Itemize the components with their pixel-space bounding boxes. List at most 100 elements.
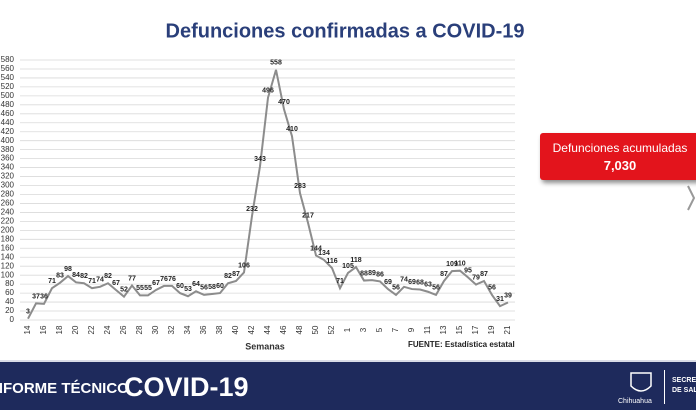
x-tick-label: 48 <box>295 325 304 334</box>
data-line <box>27 69 509 320</box>
data-label: 71 <box>48 278 56 285</box>
x-tick-label: 21 <box>503 325 512 334</box>
data-label: 56 <box>392 285 400 292</box>
y-tick-label: 460 <box>1 109 15 118</box>
data-label: 37 <box>32 293 40 300</box>
data-label: 410 <box>286 126 298 133</box>
data-label: 79 <box>472 274 480 281</box>
x-tick-label: 30 <box>151 325 160 334</box>
data-label: 36 <box>40 294 48 301</box>
data-label: 232 <box>246 206 258 213</box>
data-label: 106 <box>238 262 250 269</box>
y-tick-label: 520 <box>1 82 15 91</box>
summary-label: Defunciones acumuladas <box>552 141 688 155</box>
y-tick-label: 140 <box>1 252 15 261</box>
data-label: 95 <box>464 267 472 274</box>
y-tick-label: 160 <box>1 243 15 252</box>
x-tick-label: 32 <box>167 325 176 334</box>
summary-value: 7,030 <box>603 158 637 173</box>
x-tick-label: 44 <box>263 325 272 334</box>
report-label: INFORME TÉCNICO <box>0 380 129 397</box>
data-label: 63 <box>424 282 432 289</box>
x-tick-label: 1 <box>343 327 352 332</box>
separator <box>664 370 665 404</box>
data-label: 558 <box>270 60 282 67</box>
data-label: 69 <box>384 279 392 286</box>
x-tick-label: 20 <box>71 325 80 334</box>
y-tick-label: 480 <box>1 100 15 109</box>
data-label: 53 <box>184 286 192 293</box>
source: FUENTE: Estadística estatal <box>408 340 515 349</box>
y-tick-label: 60 <box>5 288 14 297</box>
y-tick-label: 400 <box>1 136 15 145</box>
data-label: 60 <box>216 283 224 290</box>
x-tick-label: 18 <box>55 325 64 334</box>
x-tick-label: 52 <box>327 325 336 334</box>
x-tick-label: 42 <box>247 325 256 334</box>
x-tick-label: 17 <box>471 325 480 334</box>
data-label: 109 <box>446 261 458 268</box>
chart-title: Defunciones confirmadas a COVID-19 <box>166 20 525 42</box>
data-label: 68 <box>416 279 424 286</box>
data-label: 217 <box>302 213 314 220</box>
x-tick-label: 28 <box>135 325 144 334</box>
y-tick-label: 380 <box>1 145 15 154</box>
data-label: 3 <box>26 308 30 315</box>
y-tick-label: 40 <box>5 297 14 306</box>
x-axis-label: Semanas <box>245 341 285 351</box>
data-label: 55 <box>136 285 144 292</box>
next-arrow[interactable] <box>687 185 696 211</box>
data-label: 87 <box>232 271 240 278</box>
x-tick-label: 26 <box>119 325 128 334</box>
y-tick-label: 0 <box>10 315 15 324</box>
data-label: 89 <box>368 270 376 277</box>
data-label: 82 <box>224 273 232 280</box>
x-tick-label: 9 <box>407 327 416 332</box>
y-tick-label: 80 <box>5 279 14 288</box>
x-tick-label: 7 <box>391 327 400 332</box>
topic-label: COVID-19 <box>124 372 249 402</box>
data-label: 60 <box>176 283 184 290</box>
x-tick-label: 22 <box>87 325 96 334</box>
y-tick-label: 560 <box>1 64 15 73</box>
y-tick-label: 120 <box>1 261 15 270</box>
data-label: 31 <box>496 296 504 303</box>
data-label: 84 <box>72 272 80 279</box>
x-tick-label: 14 <box>23 325 32 334</box>
y-tick-label: 220 <box>1 216 15 225</box>
data-label: 134 <box>318 250 330 257</box>
data-label: 76 <box>160 276 168 283</box>
y-tick-label: 260 <box>1 199 15 208</box>
x-tick-label: 13 <box>439 325 448 334</box>
data-label: 64 <box>192 281 200 288</box>
data-label: 56 <box>488 285 496 292</box>
data-label: 87 <box>440 271 448 278</box>
data-label: 144 <box>310 245 322 252</box>
data-label: 77 <box>128 275 136 282</box>
footer: INFORME TÉCNICO COVID-19 Chihuahua SECRE… <box>0 360 696 410</box>
y-tick-label: 100 <box>1 270 15 279</box>
data-label: 71 <box>88 278 96 285</box>
x-tick-label: 3 <box>359 327 368 332</box>
data-label: 86 <box>376 271 384 278</box>
y-tick-label: 340 <box>1 163 15 172</box>
y-tick-label: 20 <box>5 306 14 315</box>
x-tick-label: 36 <box>199 325 208 334</box>
data-label: 82 <box>104 273 112 280</box>
data-label: 110 <box>454 261 465 268</box>
x-tick-label: 24 <box>103 325 112 334</box>
x-tick-label: 19 <box>487 325 496 334</box>
data-label: 56 <box>432 285 440 292</box>
y-tick-label: 540 <box>1 73 15 82</box>
data-label: 470 <box>278 99 290 106</box>
data-label: 52 <box>120 287 128 294</box>
data-label: 56 <box>200 285 208 292</box>
data-label: 105 <box>342 263 354 270</box>
data-label: 69 <box>408 279 416 286</box>
y-tick-label: 580 <box>1 55 15 64</box>
data-label: 82 <box>80 273 88 280</box>
data-label: 118 <box>350 257 361 264</box>
summary-box: Defunciones acumuladas 7,030 <box>540 133 696 180</box>
data-label: 55 <box>144 285 152 292</box>
data-label: 71 <box>336 278 344 285</box>
